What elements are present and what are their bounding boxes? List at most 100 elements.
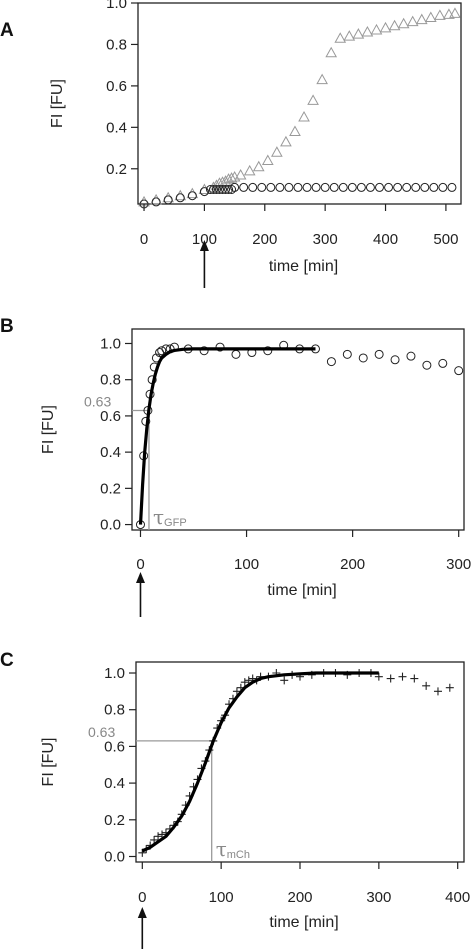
data-point-circle (266, 182, 276, 192)
data-point-circle (302, 182, 312, 192)
y-axis-label: FI [FU] (40, 405, 57, 454)
x-axis-label: time [min] (269, 914, 338, 931)
data-point-triangle (397, 17, 410, 29)
data-point-circle (293, 182, 303, 192)
y-tick-label: 0.4 (104, 775, 125, 792)
tau-symbol: τ (216, 837, 227, 861)
data-point-plus (433, 687, 442, 696)
data-point-triangle (325, 46, 338, 58)
y-tick-label: 0.6 (104, 738, 125, 755)
data-point-circle (187, 191, 197, 201)
panel-letter: A (0, 20, 14, 41)
data-point-plus (410, 674, 419, 683)
data-point-triangle (298, 110, 310, 122)
y-tick-label: 1.0 (100, 335, 121, 352)
data-point-circle (221, 184, 231, 194)
y-tick-label: 0.2 (100, 480, 121, 497)
x-tick-label: 200 (340, 556, 365, 573)
data-point-plus (422, 681, 431, 690)
data-point-circle (365, 182, 375, 192)
data-point-triangle (316, 73, 328, 85)
data-point-triangle (289, 125, 301, 136)
data-point-triangle (261, 154, 274, 165)
panel-b: B 0.63 τGFP 0 100 200 300 0.0 0.2 0.4 0.6 0.8 1.0 tim… (0, 316, 471, 617)
y-tick-label: 0.2 (106, 161, 127, 178)
data-point-triangle (280, 135, 292, 147)
reference-level-label: 0.63 (84, 393, 111, 409)
data-point-circle (175, 193, 185, 203)
series-plus (138, 669, 454, 857)
data-point-triangle (252, 160, 265, 172)
data-point-circle (411, 182, 421, 192)
data-point-triangle (379, 21, 392, 33)
y-tick-label: 0.4 (106, 119, 127, 136)
data-point-plus (154, 832, 163, 841)
panel-c: C 0.63 τmCh 0 100 200 300 400 0.0 0.2 0.4 0.6 0.8 1.0… (0, 650, 470, 949)
arrow-head (137, 907, 147, 918)
data-point-circle (284, 182, 294, 192)
data-point-circle (199, 346, 209, 356)
x-tick-label: 100 (209, 889, 234, 906)
x-tick-label: 300 (366, 889, 391, 906)
data-point-triangle (243, 164, 256, 176)
data-point-circle (347, 182, 357, 192)
data-point-triangle (415, 13, 428, 25)
x-tick-label: 0 (136, 556, 144, 573)
data-point-triangle (434, 9, 446, 20)
panel-letter: C (0, 650, 14, 671)
data-point-circle (338, 182, 348, 192)
data-point-triangle (174, 189, 187, 201)
y-tick-label: 0.6 (106, 78, 127, 95)
reference-level-label: 0.63 (88, 724, 115, 740)
data-point-circle (231, 349, 241, 359)
data-point-circle (239, 182, 249, 192)
data-point-circle (420, 182, 430, 192)
data-point-circle (356, 182, 366, 192)
arrow-head (199, 240, 209, 251)
tau-symbol: τ (153, 505, 164, 529)
data-point-triangle (406, 15, 419, 27)
data-point-circle (199, 187, 209, 197)
data-point-circle (215, 184, 225, 194)
data-point-circle (329, 182, 339, 192)
plot-frame (137, 2, 462, 205)
data-point-circle (211, 184, 221, 194)
y-axis-label: FI [FU] (49, 79, 66, 128)
data-point-triangle (361, 25, 374, 37)
tau-label: τmCh (216, 837, 250, 861)
data-point-circle (374, 182, 384, 192)
data-point-triangle (388, 19, 401, 31)
data-point-circle (263, 346, 273, 356)
x-tick-label: 400 (373, 231, 398, 248)
data-point-circle (393, 182, 403, 192)
x-tick-label: 100 (234, 556, 259, 573)
y-tick-label: 0.0 (104, 848, 125, 865)
data-point-circle (422, 360, 432, 370)
data-point-triangle (424, 11, 437, 23)
data-point-circle (257, 182, 267, 192)
data-point-circle (224, 184, 234, 194)
arrow-head (135, 572, 145, 583)
x-tick-label: 0 (138, 889, 146, 906)
fit-curve (141, 671, 379, 853)
data-point-triangle (234, 168, 247, 180)
data-point-plus (280, 676, 289, 685)
data-point-circle (227, 184, 237, 194)
data-point-circle (438, 358, 448, 368)
data-point-circle (447, 182, 457, 192)
data-point-triangle (307, 94, 319, 105)
x-tick-label: 200 (287, 889, 312, 906)
data-point-circle (275, 182, 285, 192)
data-point-circle (230, 182, 240, 192)
y-tick-label: 1.0 (106, 0, 127, 12)
y-tick-label: 0.6 (100, 408, 121, 425)
x-tick-label: 400 (445, 889, 470, 906)
x-tick-label: 300 (313, 231, 338, 248)
data-point-circle (311, 182, 321, 192)
data-point-plus (445, 683, 454, 692)
data-point-circle (384, 182, 394, 192)
panel-letter: B (0, 316, 14, 337)
x-axis-label: time [min] (267, 582, 336, 599)
data-point-triangle (210, 179, 223, 190)
data-point-circle (326, 357, 336, 367)
